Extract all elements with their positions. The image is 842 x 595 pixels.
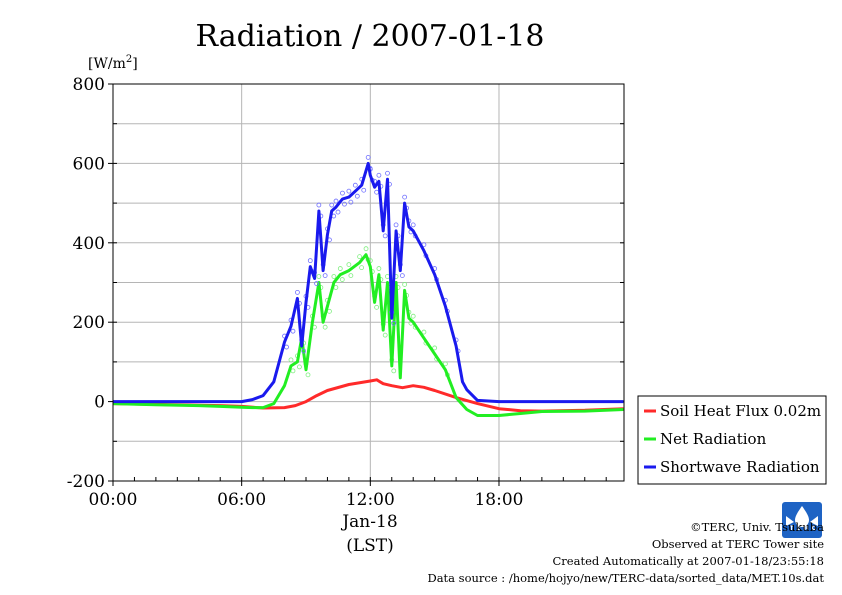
data-point xyxy=(359,265,365,271)
data-point xyxy=(340,190,345,196)
data-point xyxy=(402,194,408,200)
x-tick-label: 00:00 xyxy=(89,490,138,510)
data-point xyxy=(382,233,388,239)
y-tick-label: 200 xyxy=(73,313,105,333)
data-point xyxy=(307,258,313,264)
data-point xyxy=(316,202,322,208)
data-point xyxy=(385,170,390,176)
data-point xyxy=(322,324,328,330)
data-point xyxy=(352,182,358,188)
data-point xyxy=(393,222,399,228)
data-point xyxy=(391,320,397,326)
data-point xyxy=(402,282,408,287)
data-point xyxy=(361,187,367,193)
data-point xyxy=(284,344,289,350)
series-net xyxy=(113,246,624,417)
data-point xyxy=(363,246,369,252)
legend-label-soil: Soil Heat Flux 0.02m xyxy=(660,402,821,420)
data-point xyxy=(374,189,380,195)
legend-label-net: Net Radiation xyxy=(660,430,767,448)
data-point xyxy=(327,308,332,314)
data-point xyxy=(391,368,397,374)
grid-lines xyxy=(113,84,624,481)
credit-created: Created Automatically at 2007-01-18/23:5… xyxy=(552,554,825,568)
y-tick-label: 600 xyxy=(73,154,105,174)
data-point xyxy=(331,274,337,279)
chart-title: Radiation / 2007-01-18 xyxy=(195,19,544,54)
legend-label-shortwave: Shortwave Radiation xyxy=(660,458,820,476)
terc-logo-icon xyxy=(782,502,822,538)
data-point xyxy=(333,198,339,204)
data-point xyxy=(346,262,352,267)
y-unit-label: [W/m2] xyxy=(88,54,138,72)
data-point xyxy=(290,368,296,374)
data-point xyxy=(337,266,343,271)
x-tick-label: 06:00 xyxy=(217,490,266,510)
data-point xyxy=(290,328,296,334)
data-point xyxy=(335,209,341,215)
data-point xyxy=(410,313,416,319)
data-point xyxy=(297,364,302,370)
data-point xyxy=(305,372,311,378)
data-point xyxy=(314,281,319,286)
data-point xyxy=(339,277,345,282)
axis-ticks: -200 0 200 400 600 800 00:00 06:00 12:00 18:00 xyxy=(67,75,624,510)
x-axis-date-label: Jan-18 xyxy=(340,512,397,532)
data-point xyxy=(432,345,438,351)
y-tick-label: 0 xyxy=(94,393,105,413)
x-axis-timezone-label: (LST) xyxy=(346,536,394,556)
data-point xyxy=(376,172,382,178)
data-point xyxy=(322,273,328,278)
y-tick-label: 800 xyxy=(73,75,105,95)
data-point xyxy=(329,202,335,208)
credit-observed: Observed at TERC Tower site xyxy=(651,537,824,551)
y-tick-label: 400 xyxy=(73,234,105,254)
legend: Soil Heat Flux 0.02m Net Radiation Shortwa… xyxy=(637,395,827,485)
data-point xyxy=(295,289,300,295)
y-tick-label: -200 xyxy=(67,472,105,492)
data-point xyxy=(365,154,371,160)
data-point xyxy=(348,199,354,205)
data-point xyxy=(410,222,416,228)
credit-source: Data source : /home/hojyo/new/TERC-data/… xyxy=(427,571,824,585)
series-line-net xyxy=(113,253,624,417)
plot-frame xyxy=(112,83,625,482)
data-point xyxy=(316,274,322,279)
data-point xyxy=(421,329,427,335)
series-shortwave xyxy=(113,154,624,404)
data-point xyxy=(354,193,360,199)
data-point xyxy=(342,201,347,207)
data-point xyxy=(385,274,390,279)
data-point xyxy=(382,332,388,338)
data-point xyxy=(374,304,380,310)
data-point xyxy=(357,254,363,260)
data-point xyxy=(288,357,294,363)
x-tick-label: 18:00 xyxy=(474,490,523,510)
credit-copyright: ©TERC, Univ. Tsukuba xyxy=(690,520,824,534)
series-line-shortwave xyxy=(113,161,624,404)
data-point xyxy=(348,273,354,278)
data-point xyxy=(301,348,307,354)
terc-logo-text: T E R C xyxy=(789,525,817,532)
data-point xyxy=(399,273,405,278)
legend-box xyxy=(637,395,827,485)
data-point xyxy=(442,361,448,367)
data-point xyxy=(346,188,352,194)
data-series xyxy=(113,154,624,417)
data-point xyxy=(376,266,382,271)
x-tick-label: 12:00 xyxy=(346,490,395,510)
